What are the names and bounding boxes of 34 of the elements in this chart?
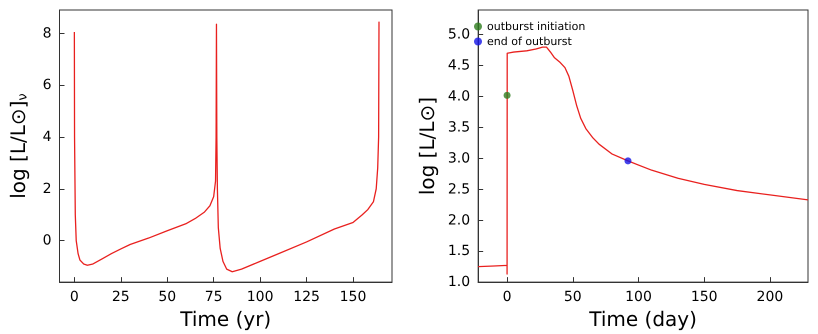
y-axis-title: log [L/L⊙]ν <box>6 93 30 199</box>
y-tick-label: 4.0 <box>448 88 470 105</box>
y-tick-label: 2.0 <box>448 212 470 228</box>
x-tick-label: 50 <box>564 289 582 306</box>
y-tick-label: 2.5 <box>448 181 470 198</box>
y-tick-label: 1.5 <box>448 243 470 260</box>
x-tick-label: 0 <box>70 289 79 306</box>
y-axis-title: log [L/L⊙] <box>415 96 439 196</box>
x-tick-label: 25 <box>112 289 130 306</box>
y-tick-label: 6 <box>42 77 52 94</box>
y-tick-label: 4 <box>42 128 52 145</box>
x-tick-label: 125 <box>293 289 320 306</box>
y-tick-label: 0 <box>42 232 52 249</box>
x-axis-title: Time (day) <box>588 307 697 331</box>
legend-label: end of outburst <box>487 35 573 48</box>
x-tick-label: 0 <box>502 289 512 306</box>
x-tick-label: 150 <box>340 289 366 306</box>
legend-label: outburst initiation <box>487 20 586 33</box>
y-tick-label: 3.0 <box>448 150 470 166</box>
x-axis-title: Time (yr) <box>179 307 272 331</box>
y-tick-label: 2 <box>42 180 52 197</box>
y-tick-label: 4.5 <box>448 58 470 74</box>
line-series <box>74 21 380 272</box>
y-tick-label: 5.0 <box>448 26 470 43</box>
x-tick-label: 200 <box>756 289 784 306</box>
x-tick-label: 100 <box>246 289 274 306</box>
x-tick-label: 75 <box>204 289 223 306</box>
x-tick-label: 100 <box>625 289 652 306</box>
x-tick-label: 50 <box>158 289 176 306</box>
y-tick-label: 1.0 <box>448 274 470 290</box>
y-tick-label: 3.5 <box>448 120 470 136</box>
line-series <box>478 46 809 275</box>
y-tick-label: 8 <box>42 25 52 42</box>
x-tick-label: 150 <box>690 289 718 306</box>
